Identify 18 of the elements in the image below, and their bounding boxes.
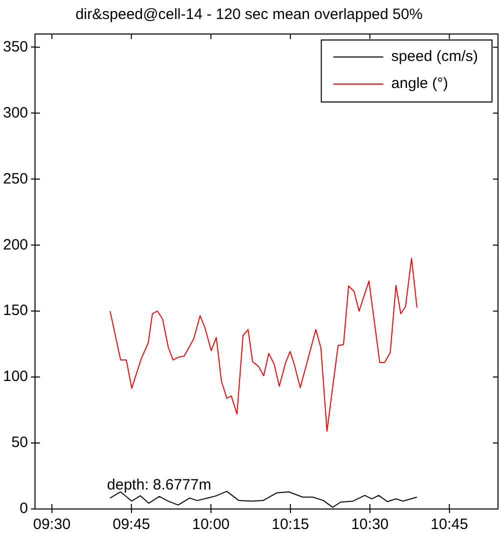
x-tick-label: 09:45 <box>112 516 150 534</box>
y-tick-label: 300 <box>2 104 28 122</box>
x-tick-label: 10:00 <box>192 516 230 534</box>
y-tick-label: 350 <box>2 38 28 56</box>
y-tick-label: 150 <box>2 302 28 320</box>
x-tick-label: 09:30 <box>33 516 71 534</box>
x-tick-label: 10:15 <box>272 516 310 534</box>
chart-title: dir&speed@cell-14 - 120 sec mean overlapped 50% <box>75 6 423 24</box>
annotation: depth: 8.6777m <box>107 476 212 494</box>
y-tick-label: 50 <box>11 434 28 452</box>
y-tick-label: 250 <box>2 170 28 188</box>
legend-label: angle (°) <box>391 75 448 92</box>
y-tick-label: 0 <box>20 500 28 518</box>
legend-label: speed (cm/s) <box>391 48 478 66</box>
x-tick-label: 10:45 <box>430 516 468 534</box>
y-tick-label: 200 <box>2 236 28 254</box>
x-tick-label: 10:30 <box>351 516 389 534</box>
y-tick-label: 100 <box>2 368 28 386</box>
